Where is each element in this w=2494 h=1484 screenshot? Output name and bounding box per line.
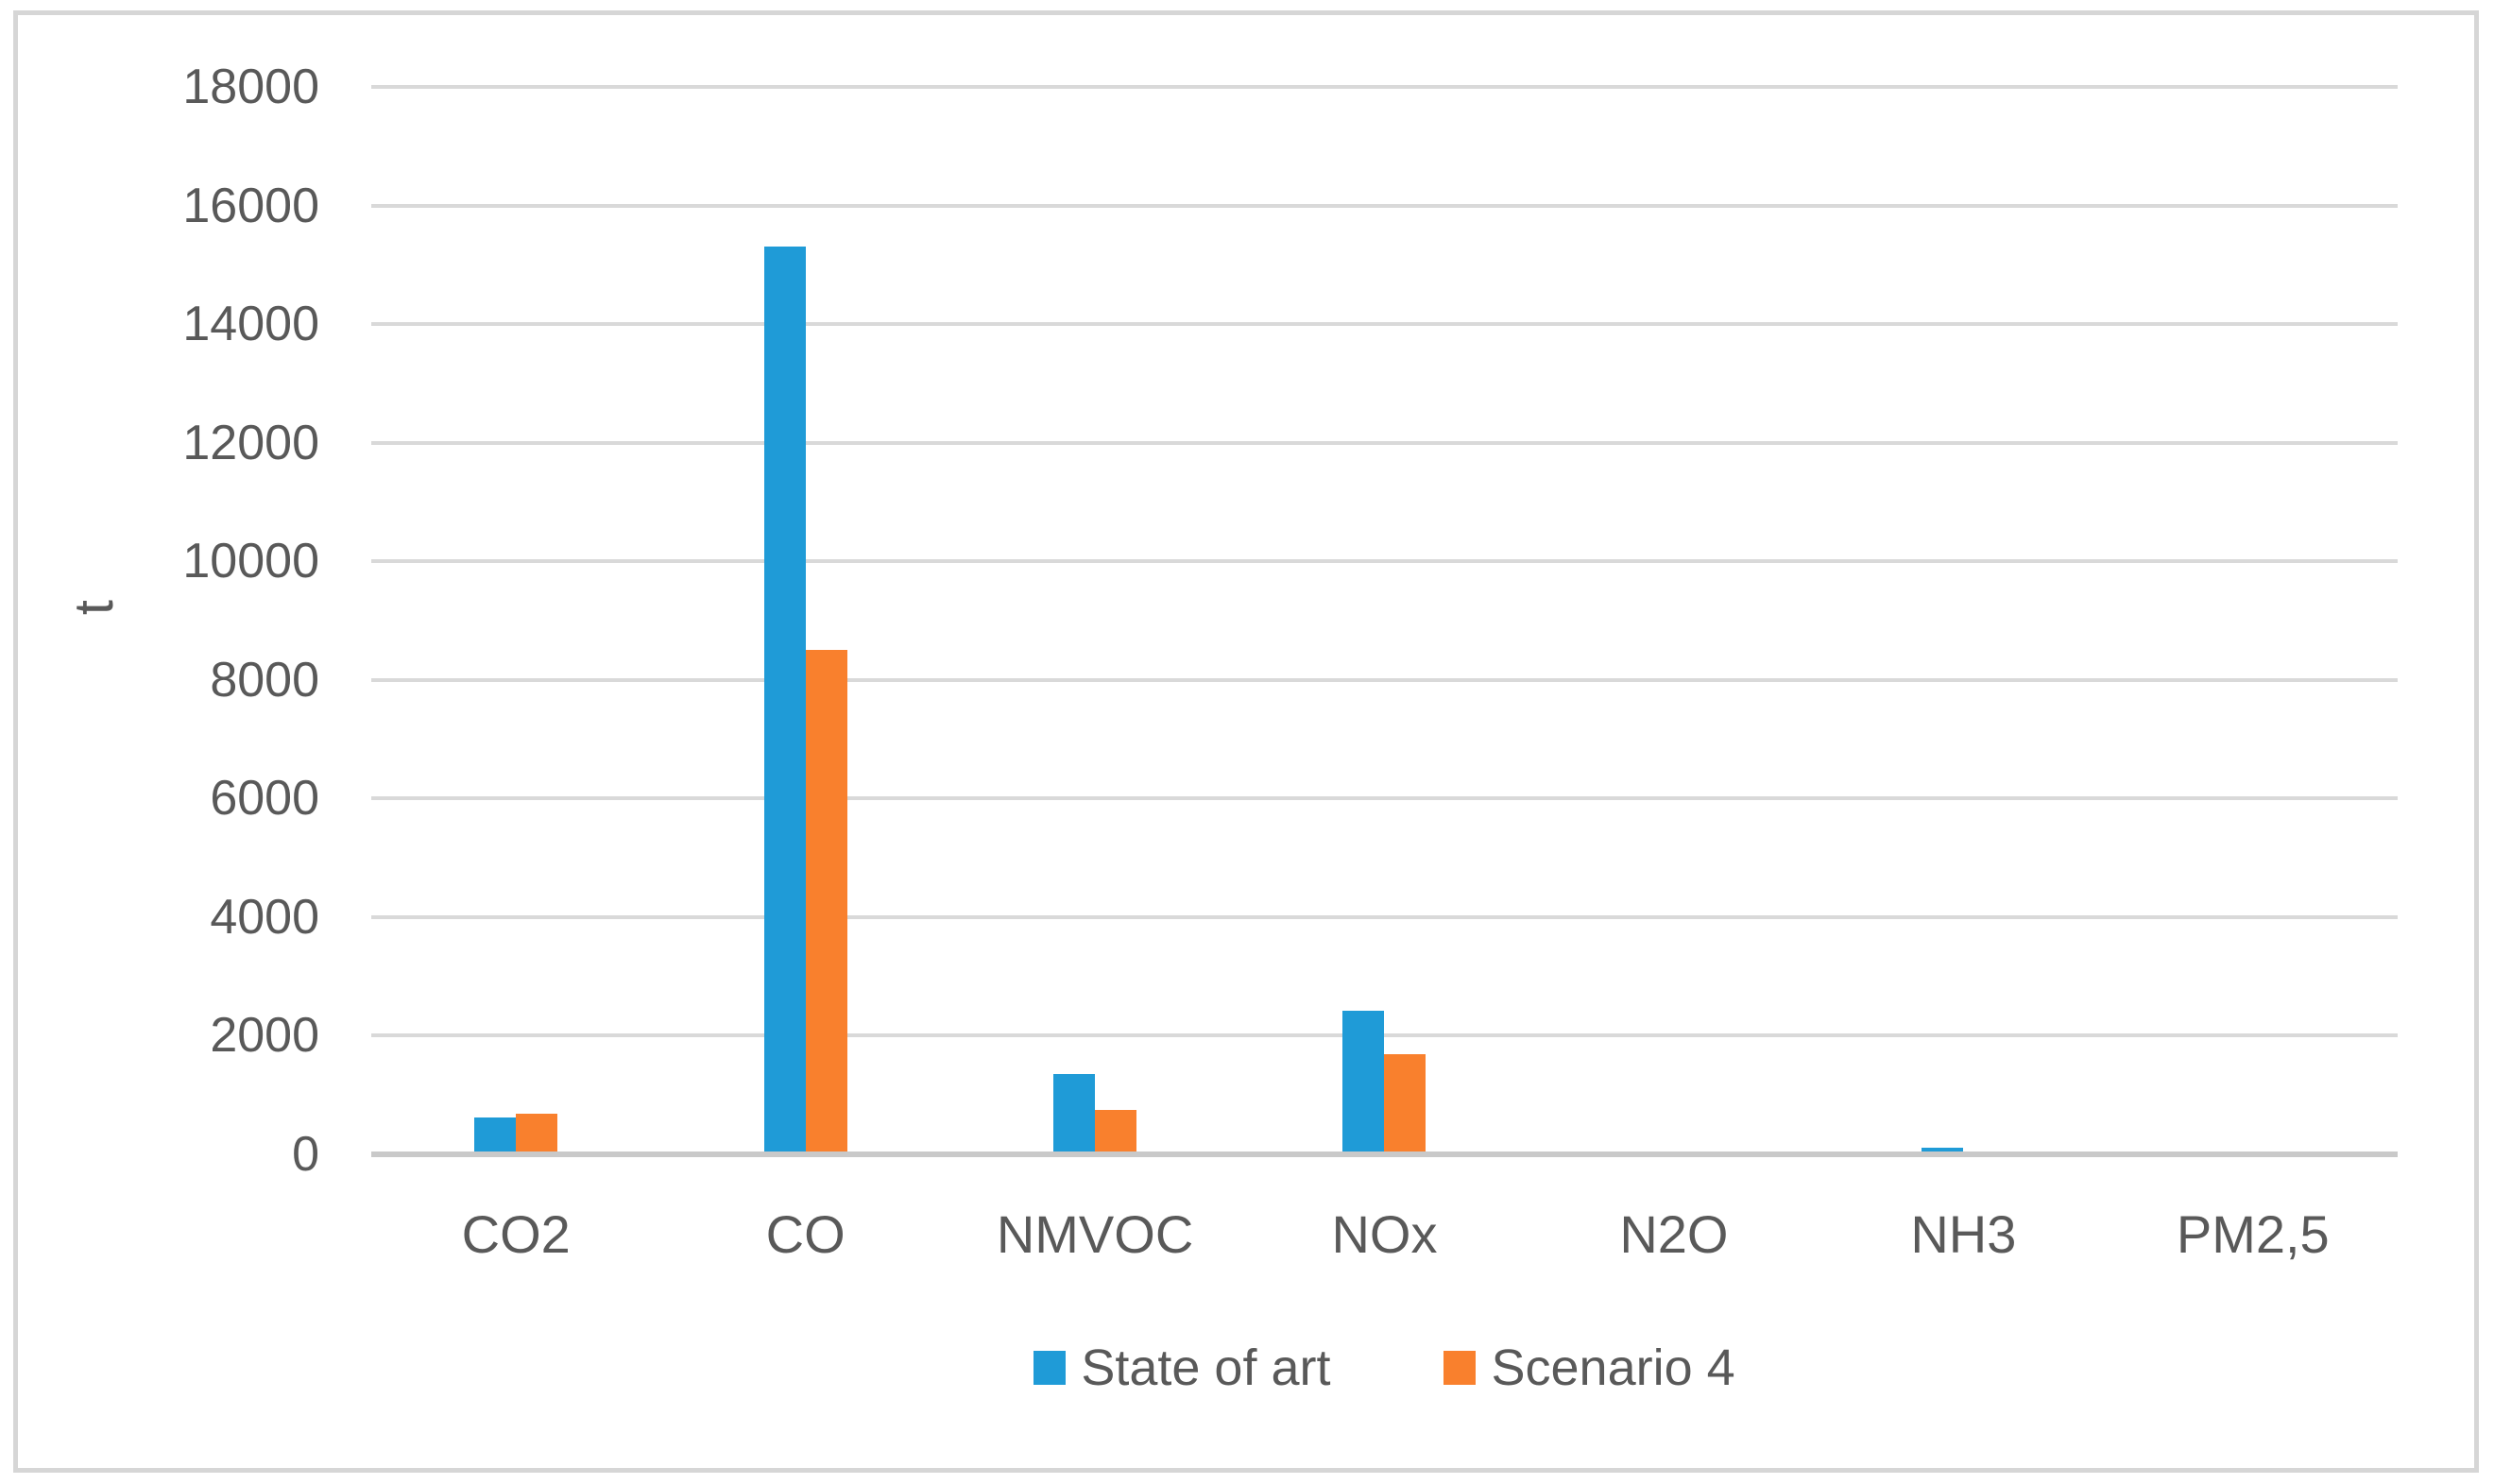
bar-scenario-4-co [805,650,847,1154]
y-tick-label-8000: 8000 [210,652,319,708]
x-tick-label-co2: CO2 [461,1204,571,1264]
bar-scenario-4-nmvoc [1095,1110,1137,1154]
legend-label-scenario-4: Scenario 4 [1491,1339,1735,1396]
bar-scenario-4-co2 [516,1114,558,1154]
gridline-18000 [371,85,2398,89]
category-group-n2o [1529,87,1819,1154]
y-tick-label-0: 0 [292,1127,319,1182]
category-group-pm2-5 [2109,87,2398,1154]
legend-swatch-state-of-art [1033,1351,1067,1385]
category-group-co2 [371,87,660,1154]
gridline-8000 [371,677,2398,682]
plot-area [371,85,2398,1157]
y-tick-label-16000: 16000 [182,178,319,233]
x-tick-label-n2o: N2O [1619,1204,1729,1264]
y-tick-label-4000: 4000 [210,889,319,945]
bar-state-of-art-nh3 [1922,1148,1964,1154]
bar-scenario-4-nox [1384,1054,1426,1154]
gridline-10000 [371,559,2398,564]
y-tick-label-14000: 14000 [182,297,319,352]
legend-item-scenario-4: Scenario 4 [1443,1338,1735,1398]
bar-state-of-art-nmvoc [1053,1074,1096,1154]
gridline-14000 [371,322,2398,327]
category-group-nmvoc [950,87,1239,1154]
x-axis-line [371,1151,2398,1157]
x-tick-label-pm2-5: PM2,5 [2176,1204,2330,1264]
legend-label-state-of-art: State of art [1081,1339,1331,1396]
chart-border [13,10,2479,1473]
bar-state-of-art-co [763,247,806,1154]
gridline-16000 [371,203,2398,208]
y-tick-label-18000: 18000 [182,60,319,114]
legend-item-state-of-art: State of art [1033,1338,1330,1398]
gridline-6000 [371,796,2398,801]
gridline-2000 [371,1033,2398,1038]
gridline-4000 [371,914,2398,919]
y-tick-label-6000: 6000 [210,771,319,827]
gridline-12000 [371,440,2398,445]
bar-state-of-art-nox [1342,1011,1385,1154]
x-tick-label-co: CO [765,1204,846,1264]
y-tick-label-12000: 12000 [182,415,319,470]
legend: State of art Scenario 4 [371,1338,2398,1398]
y-axis-tick-labels: 0 2000 4000 6000 8000 10000 12000 14000 16000 180… [0,60,319,1182]
legend-swatch-scenario-4 [1443,1351,1477,1385]
category-group-co [660,87,949,1154]
x-tick-label-nox: NOx [1331,1204,1438,1264]
category-group-nox [1239,87,1529,1154]
bar-state-of-art-co2 [474,1117,517,1154]
category-group-nh3 [1819,87,2108,1154]
x-tick-label-nh3: NH3 [1910,1204,2017,1264]
x-tick-label-nmvoc: NMVOC [996,1204,1194,1264]
y-tick-label-10000: 10000 [182,534,319,589]
y-tick-label-2000: 2000 [210,1008,319,1064]
x-axis-labels: CO2 CO NMVOC NOx N2O NH3 PM2,5 [371,1203,2398,1270]
